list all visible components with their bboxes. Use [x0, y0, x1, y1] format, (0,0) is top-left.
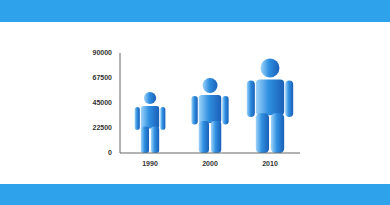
svg-text:0: 0 — [108, 149, 112, 156]
svg-text:22500: 22500 — [93, 124, 113, 131]
svg-text:45000: 45000 — [93, 99, 113, 106]
svg-text:2010: 2010 — [262, 160, 278, 167]
svg-text:1990: 1990 — [142, 160, 158, 167]
svg-text:90000: 90000 — [93, 49, 113, 56]
svg-text:67500: 67500 — [93, 74, 113, 81]
svg-text:2000: 2000 — [202, 160, 218, 167]
